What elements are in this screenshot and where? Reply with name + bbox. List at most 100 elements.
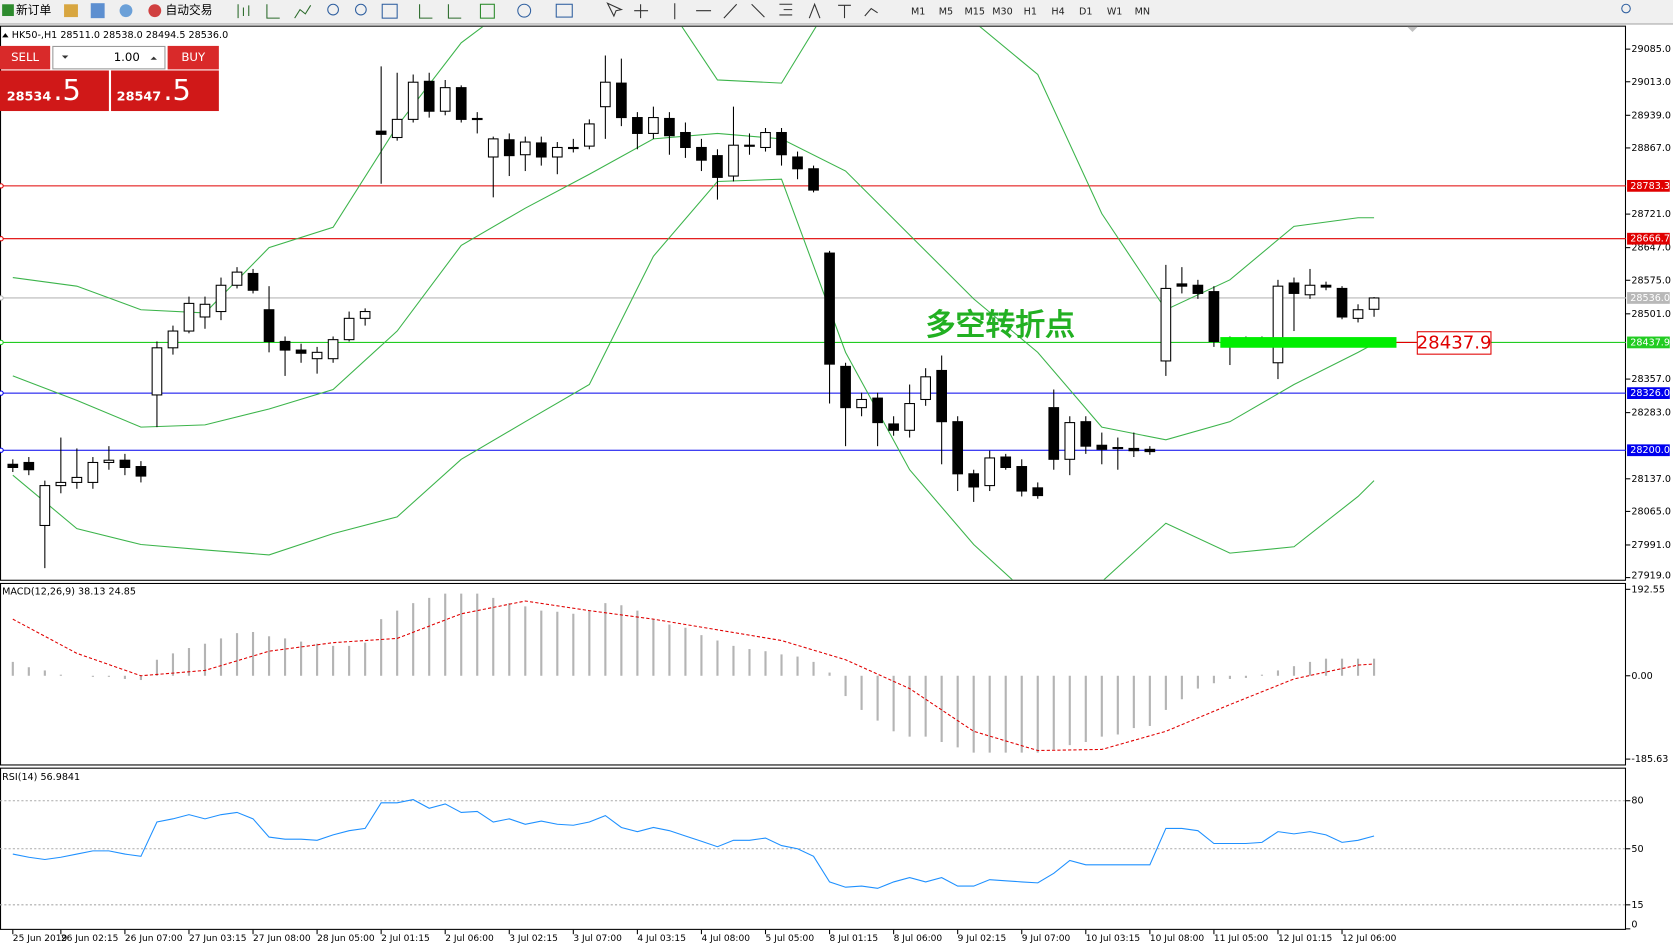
bid-fraction: .5	[53, 73, 80, 107]
timeframe-button[interactable]: M1	[911, 7, 925, 18]
candle-body	[760, 131, 771, 149]
icon[interactable]	[266, 4, 280, 19]
candle-body	[551, 146, 563, 158]
candle-body	[808, 168, 819, 191]
icon[interactable]	[479, 3, 495, 19]
auto-trading-button[interactable]: 自动交易	[148, 3, 212, 17]
timeframe-button[interactable]: W1	[1107, 7, 1123, 18]
x-tick-label: 25 Jun 2019	[13, 934, 68, 944]
candle-body	[327, 339, 339, 360]
icon[interactable]	[517, 3, 532, 18]
level-anchor	[0, 390, 4, 396]
candle-body	[23, 461, 35, 471]
y-tick-label: 28501.0	[1631, 309, 1671, 320]
ask-main: 28547	[117, 90, 162, 105]
icon[interactable]	[419, 4, 462, 19]
level-anchor	[0, 236, 4, 242]
candle-body	[183, 302, 195, 332]
level-anchor	[0, 447, 4, 453]
price-level-tag	[1627, 387, 1670, 400]
timeframe-button[interactable]: M5	[939, 7, 953, 18]
icon[interactable]	[381, 3, 398, 19]
pivot-highlight	[1220, 337, 1397, 348]
price-level-tag	[1627, 444, 1670, 457]
ask-fraction: .5	[163, 73, 191, 107]
candle-body	[215, 284, 227, 313]
x-tick-label: 4 Jul 08:00	[701, 934, 750, 944]
icon[interactable]	[327, 3, 339, 16]
timeframe-button[interactable]: M30	[992, 7, 1013, 18]
main-chart-frame	[0, 25, 1627, 581]
icon[interactable]	[555, 3, 573, 18]
icon[interactable]	[119, 4, 133, 18]
timeframe-button[interactable]: H4	[1051, 7, 1064, 18]
x-tick-label: 28 Jun 05:00	[317, 934, 375, 944]
icon[interactable]	[64, 4, 78, 18]
candle-body	[584, 123, 595, 147]
candle-body	[119, 459, 131, 468]
bid-box[interactable]	[0, 70, 109, 112]
candle-body	[616, 82, 627, 119]
candle-body	[664, 117, 675, 137]
level-anchor	[0, 183, 4, 189]
bollinger-band	[12, 132, 1375, 441]
price-level-label: 28536.0	[1630, 293, 1670, 304]
timeframe-button[interactable]: MN	[1135, 7, 1150, 18]
candle-body	[888, 423, 899, 431]
ask-box[interactable]	[111, 70, 219, 112]
y-tick-label: 192.55	[1631, 584, 1665, 595]
sell-button[interactable]	[0, 45, 51, 70]
rsi-line	[12, 799, 1375, 889]
timeframe-button[interactable]: M15	[965, 7, 986, 18]
icon[interactable]	[237, 4, 250, 19]
candle-body	[776, 131, 787, 156]
price-level-tag	[1627, 336, 1670, 349]
buy-button[interactable]	[167, 45, 219, 70]
y-tick-label: 28575.0	[1631, 275, 1671, 286]
x-tick-label: 10 Jul 03:15	[1086, 934, 1140, 944]
annotation: 多空转折点	[926, 308, 1076, 343]
new-order-button[interactable]: 新订单	[2, 3, 51, 17]
candle-body	[1304, 284, 1316, 296]
icon[interactable]	[354, 3, 367, 16]
x-tick-label: 12 Jul 06:00	[1342, 934, 1397, 944]
timeframe-button[interactable]: H1	[1024, 7, 1037, 18]
candle-body	[1352, 309, 1364, 319]
y-tick-label: 29085.0	[1631, 44, 1671, 55]
price-level-label: 28666.7	[1630, 234, 1670, 245]
y-tick-label: 28283.0	[1631, 408, 1671, 419]
collapse-icon[interactable]	[2, 33, 9, 38]
icon[interactable]	[90, 3, 105, 19]
y-tick-label: 0.00	[1631, 671, 1652, 682]
candle-body	[1016, 466, 1028, 492]
macd-signal	[12, 600, 1375, 752]
candle-body	[1176, 283, 1188, 287]
lots-up[interactable]	[150, 56, 157, 60]
lots-input[interactable]	[52, 45, 166, 70]
icon[interactable]	[294, 5, 312, 19]
icon[interactable]	[1621, 3, 1631, 14]
y-tick-label: 28721.0	[1631, 209, 1671, 220]
candle-body	[1064, 422, 1076, 460]
icon[interactable]	[634, 3, 793, 20]
price-level-label: 28783.3	[1630, 181, 1670, 192]
candle-body	[71, 476, 83, 483]
y-tick-label: 28867.0	[1631, 143, 1671, 154]
lots-down[interactable]	[61, 55, 69, 59]
candle-body	[840, 365, 851, 409]
candle-body	[535, 142, 547, 158]
candle-body	[103, 459, 115, 464]
bollinger-band	[12, 26, 1375, 314]
y-tick-label: 27919.0	[1631, 570, 1671, 581]
y-tick-label: 15	[1631, 900, 1643, 911]
icon[interactable]	[808, 2, 878, 19]
rsi-chart	[0, 799, 1627, 906]
candle-body	[1272, 285, 1284, 364]
candle-body	[1368, 297, 1380, 310]
x-tick-label: 26 Jun 02:15	[61, 934, 119, 944]
candle-body	[904, 403, 915, 431]
candle-body	[680, 131, 691, 149]
timeframe-button[interactable]: D1	[1079, 7, 1093, 18]
icon[interactable]	[606, 2, 624, 18]
candle-body	[151, 347, 163, 396]
